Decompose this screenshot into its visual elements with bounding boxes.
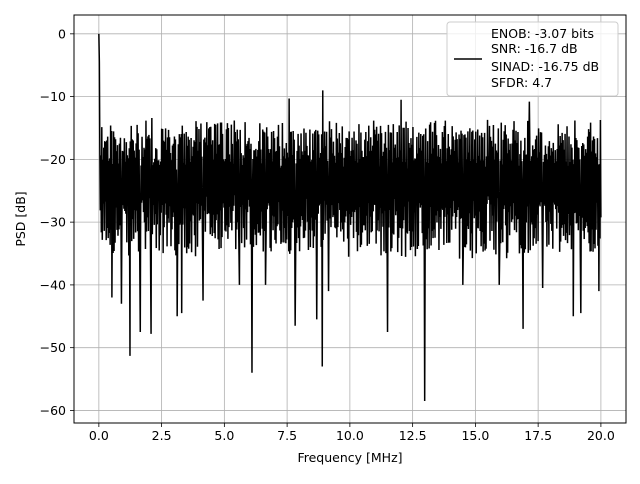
x-axis-ticks: 0.0 2.5 5.0 7.5 10.0 12.5 15.0 17.5 20.0 xyxy=(89,423,615,443)
x-tick-label: 17.5 xyxy=(524,428,552,443)
y-tick-label: −40 xyxy=(40,277,66,292)
y-tick-label: −30 xyxy=(40,215,66,230)
legend-snr-text: SNR: -16.7 dB xyxy=(491,41,578,56)
x-tick-label: 2.5 xyxy=(152,428,172,443)
x-tick-label: 0.0 xyxy=(89,428,109,443)
legend-box xyxy=(446,21,619,97)
psd-series-line xyxy=(98,33,602,402)
x-axis-label: Frequency [MHz] xyxy=(297,450,402,465)
y-tick-label: −10 xyxy=(40,89,66,104)
x-tick-label: 7.5 xyxy=(277,428,297,443)
y-tick-label: −60 xyxy=(40,403,66,418)
y-axis-ticks: 0 −10 −20 −30 −40 −50 −60 xyxy=(40,26,74,418)
y-tick-label: −50 xyxy=(40,340,66,355)
legend: ENOB: -3.07 bits SNR: -16.7 dB SINAD: -1… xyxy=(446,21,619,97)
legend-sinad-text: SINAD: -16.75 dB xyxy=(491,59,599,74)
x-tick-label: 20.0 xyxy=(587,428,615,443)
x-tick-label: 15.0 xyxy=(461,428,489,443)
plot-area xyxy=(98,33,602,402)
y-axis-label: PSD [dB] xyxy=(13,191,28,246)
legend-sfdr-text: SFDR: 4.7 xyxy=(491,75,552,90)
x-tick-label: 10.0 xyxy=(336,428,364,443)
y-tick-label: −20 xyxy=(40,152,66,167)
y-tick-label: 0 xyxy=(58,26,66,41)
legend-enob-text: ENOB: -3.07 bits xyxy=(491,26,594,41)
x-tick-label: 12.5 xyxy=(399,428,427,443)
x-tick-label: 5.0 xyxy=(214,428,234,443)
